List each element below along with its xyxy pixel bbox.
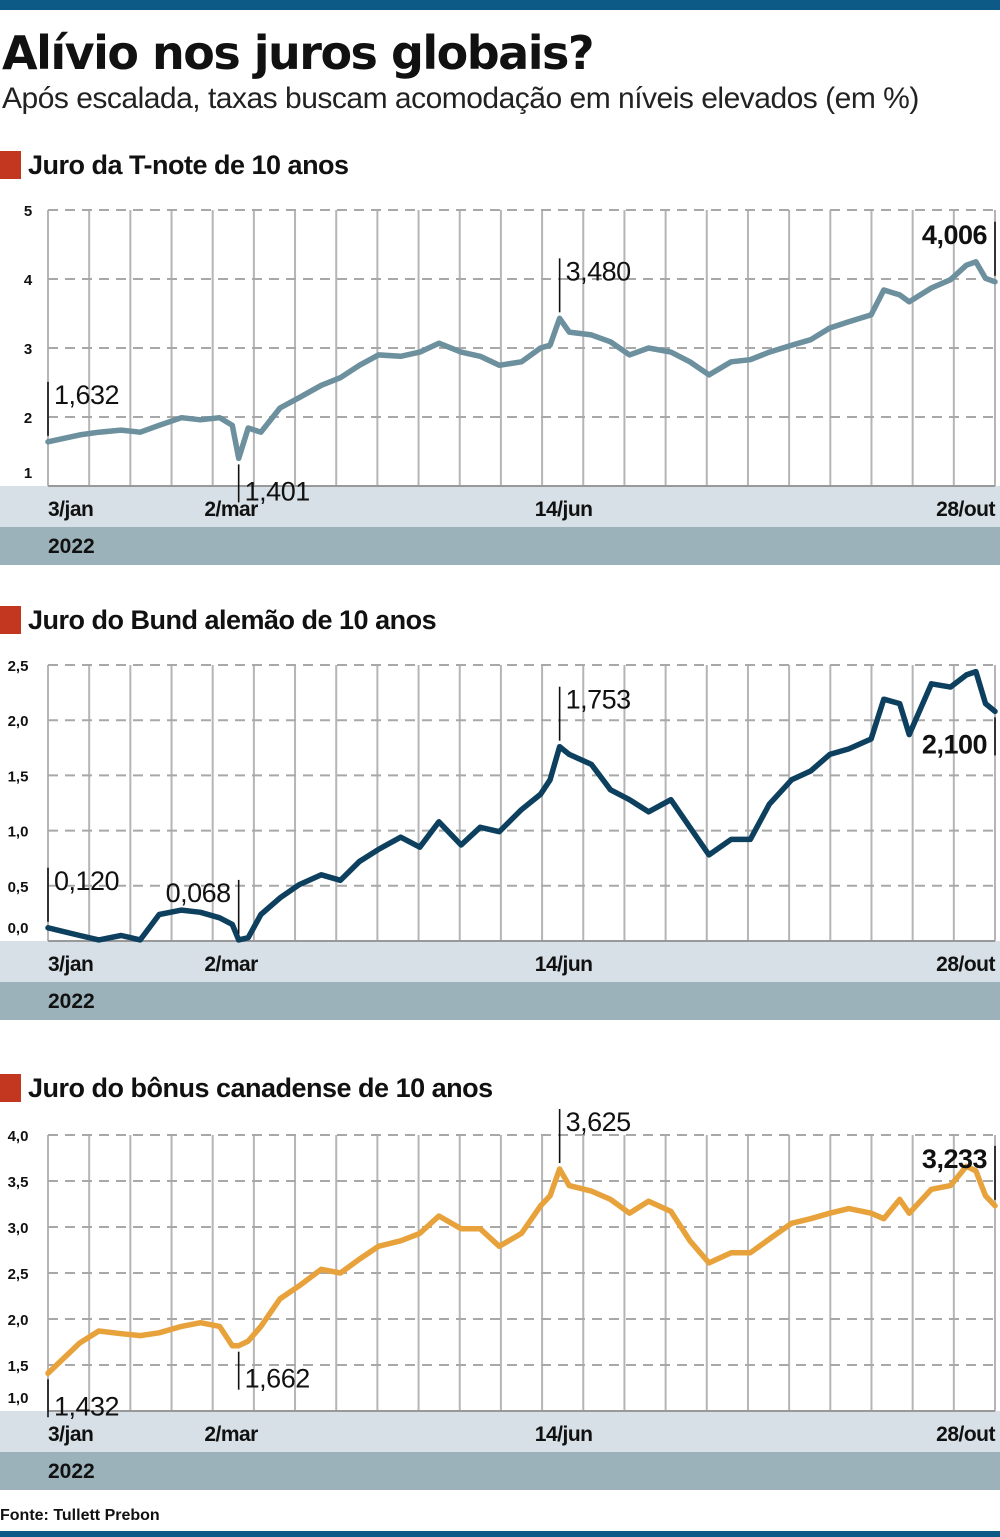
annotation-label: 3,480 [566,256,631,286]
x-tick-label: 2/mar [204,498,258,521]
x-tick-label: 3/jan [48,953,93,976]
x-axis-band [0,1411,1000,1452]
annotation-label: 1,662 [245,1364,310,1394]
year-band [0,527,1000,565]
bottom-accent-bar [0,1531,1000,1537]
y-tick-label: 0,0 [8,920,29,937]
x-tick-label: 14/jun [535,498,593,521]
annotation-label: 1,753 [566,685,631,715]
year-band [0,1452,1000,1490]
chart-tnote: 1 2 3 4 5 3/jan 2/mar 14/jun 28/out 2022 1,632 1,40… [0,203,1000,565]
y-tick-label: 1 [24,465,32,482]
annotation-label: 0,120 [54,866,119,896]
x-tick-label: 2/mar [204,1423,258,1446]
section-header-bund: Juro do Bund alemão de 10 anos [0,604,437,635]
x-tick-label: 14/jun [535,953,593,976]
y-tick-label: 1,5 [8,1358,29,1375]
annotation-label: 0,068 [166,878,231,908]
series-line [45,668,998,943]
y-tick-label: 2,5 [8,658,29,675]
page-subtitle: Após escalada, taxas buscam acomodação e… [2,82,919,115]
x-tick-label: 2/mar [204,953,258,976]
y-tick-label: 2,0 [8,1312,29,1329]
chart-bund: 0,0 0,5 1,0 1,5 2,0 2,5 3/jan 2/mar 14/jun 28/out… [0,658,1000,1020]
annotation-label: 1,632 [54,380,119,410]
year-label: 2022 [48,535,95,558]
x-tick-label: 28/out [936,498,995,521]
annotation-label: 4,006 [922,220,988,250]
chart-title: Juro do Bund alemão de 10 anos [28,604,437,635]
y-tick-label: 0,5 [8,879,29,896]
section-header-canada: Juro do bônus canadense de 10 anos [0,1073,493,1103]
chart-title: Juro da T-note de 10 anos [28,149,349,180]
x-axis-band [0,486,1000,527]
x-axis-band [0,941,1000,982]
x-tick-label: 3/jan [48,1423,93,1446]
section-header-tnote: Juro da T-note de 10 anos [0,150,349,180]
series-line [45,1163,998,1377]
y-tick-label: 2 [24,410,32,427]
annotation-label: 2,100 [922,729,987,759]
y-tick-label: 4 [24,272,33,289]
x-tick-label: 14/jun [535,1423,593,1446]
year-band [0,982,1000,1020]
page-title: Alívio nos juros globais? [2,26,595,80]
y-tick-label: 1,0 [8,1390,29,1407]
y-tick-label: 2,0 [8,713,29,730]
series-line [45,259,998,462]
x-tick-label: 3/jan [48,498,93,521]
y-tick-label: 4,0 [8,1128,29,1145]
section-marker-icon [0,1074,21,1102]
chart-title: Juro do bônus canadense de 10 anos [28,1072,493,1103]
source-note: Fonte: Tullett Prebon [0,1507,160,1524]
y-tick-label: 3 [24,341,32,358]
year-label: 2022 [48,1460,95,1483]
x-tick-label: 28/out [936,1423,995,1446]
y-tick-label: 3,5 [8,1174,29,1191]
x-tick-label: 28/out [936,953,995,976]
y-tick-label: 3,0 [8,1220,29,1237]
section-marker-icon [0,151,21,179]
annotation-label: 1,401 [245,476,310,506]
top-accent-bar [0,0,1000,10]
annotation-label: 3,625 [566,1107,631,1137]
year-label: 2022 [48,990,95,1013]
chart-canada: 1,0 1,5 2,0 2,5 3,0 3,5 4,0 3/jan 2/mar 14/jun 28/… [0,1107,1000,1490]
section-marker-icon [0,606,21,634]
annotation-label: 1,432 [54,1391,119,1421]
y-tick-label: 1,0 [8,824,29,841]
y-tick-label: 5 [24,203,32,220]
y-tick-label: 2,5 [8,1266,29,1283]
y-tick-label: 1,5 [8,768,29,785]
annotation-label: 3,233 [922,1144,988,1174]
